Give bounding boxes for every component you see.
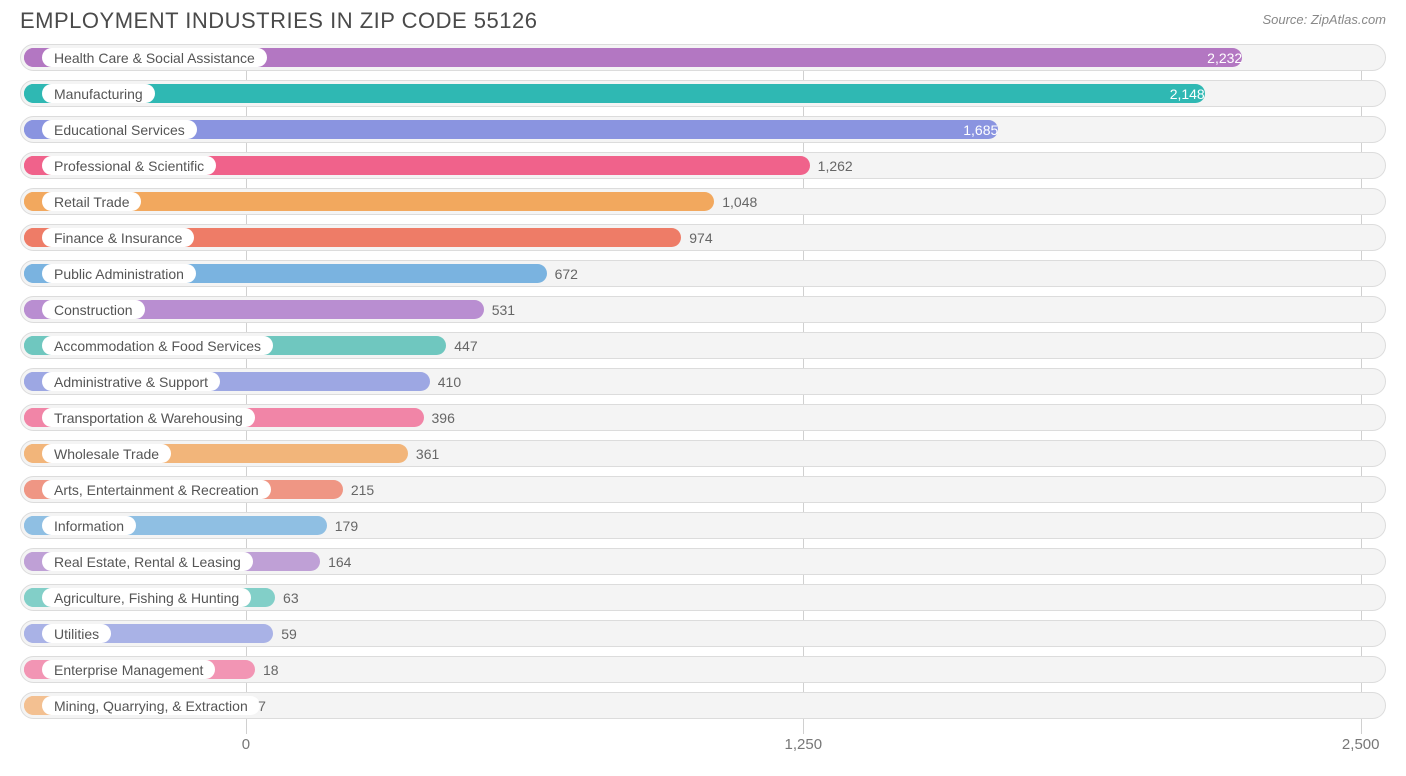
bar-cap xyxy=(24,624,38,643)
bar-category-label: Accommodation & Food Services xyxy=(42,336,273,355)
bar-row: Administrative & Support 410 xyxy=(20,368,1386,395)
bar-cap xyxy=(24,696,38,715)
bar-category-label: Utilities xyxy=(42,624,111,643)
bar-row: Mining, Quarrying, & Extraction7 xyxy=(20,692,1386,719)
bar-cap xyxy=(24,192,38,211)
bar-row: Finance & Insurance 974 xyxy=(20,224,1386,251)
chart-source: Source: ZipAtlas.com xyxy=(1262,8,1386,27)
bar-cap xyxy=(24,228,38,247)
bar-value-label: 164 xyxy=(328,549,351,574)
bar-value-label: 447 xyxy=(454,333,477,358)
bar-cap xyxy=(24,408,38,427)
bar-category-label: Retail Trade xyxy=(42,192,141,211)
x-axis-tick-label: 0 xyxy=(242,736,250,753)
bar-value-label: 1,685 xyxy=(24,117,998,142)
bar-value-label: 396 xyxy=(432,405,455,430)
bar-value-label: 361 xyxy=(416,441,439,466)
bar-category-label: Finance & Insurance xyxy=(42,228,194,247)
bar-cap xyxy=(24,300,38,319)
bar-row: Construction 531 xyxy=(20,296,1386,323)
bar-value-label: 18 xyxy=(263,657,279,682)
bar-category-label: Administrative & Support xyxy=(42,372,220,391)
bar-value-label: 2,232 xyxy=(24,45,1242,70)
bar-value-label: 215 xyxy=(351,477,374,502)
bar-cap xyxy=(24,444,38,463)
bar-row: Transportation & Warehousing 396 xyxy=(20,404,1386,431)
bar-category-label: Professional & Scientific xyxy=(42,156,216,175)
x-axis-tick-label: 2,500 xyxy=(1342,736,1380,753)
bar-cap xyxy=(24,264,38,283)
bar-cap xyxy=(24,480,38,499)
bar-cap xyxy=(24,336,38,355)
bar-value-label: 672 xyxy=(555,261,578,286)
bar-category-label: Mining, Quarrying, & Extraction xyxy=(42,696,260,715)
bar-cap xyxy=(24,588,38,607)
bar-category-label: Arts, Entertainment & Recreation xyxy=(42,480,271,499)
bar-category-label: Wholesale Trade xyxy=(42,444,171,463)
bar-value-label: 59 xyxy=(281,621,297,646)
bar-cap xyxy=(24,516,38,535)
bar-row: Enterprise Management 18 xyxy=(20,656,1386,683)
bar-cap xyxy=(24,660,38,679)
chart-title: EMPLOYMENT INDUSTRIES IN ZIP CODE 55126 xyxy=(20,8,538,34)
bar-value-label: 410 xyxy=(438,369,461,394)
bar-category-label: Construction xyxy=(42,300,145,319)
bar-value-label: 531 xyxy=(492,297,515,322)
bar-cap xyxy=(24,156,38,175)
bar-category-label: Real Estate, Rental & Leasing xyxy=(42,552,253,571)
bar-category-label: Public Administration xyxy=(42,264,196,283)
bar-row: Information 179 xyxy=(20,512,1386,539)
bar-category-label: Enterprise Management xyxy=(42,660,215,679)
bar-row: Public Administration 672 xyxy=(20,260,1386,287)
bar-row: Health Care & Social Assistance2,232 xyxy=(20,44,1386,71)
bar-value-label: 1,048 xyxy=(722,189,757,214)
bar-row: Arts, Entertainment & Recreation 215 xyxy=(20,476,1386,503)
chart-header: EMPLOYMENT INDUSTRIES IN ZIP CODE 55126 … xyxy=(0,0,1406,34)
bar-value-label: 1,262 xyxy=(818,153,853,178)
bar-value-label: 179 xyxy=(335,513,358,538)
bar-value-label: 63 xyxy=(283,585,299,610)
bar-row: Wholesale Trade 361 xyxy=(20,440,1386,467)
bar-value-label: 974 xyxy=(689,225,712,250)
x-axis: 0 1,250 2,500 xyxy=(20,734,1386,758)
bar-row: Retail Trade 1,048 xyxy=(20,188,1386,215)
chart-plot-area: Health Care & Social Assistance2,232 Manu… xyxy=(20,44,1386,734)
bar-category-label: Transportation & Warehousing xyxy=(42,408,255,427)
bar-row: Educational Services1,685 xyxy=(20,116,1386,143)
x-axis-tick-label: 1,250 xyxy=(785,736,823,753)
bar-cap xyxy=(24,552,38,571)
bar-row: Real Estate, Rental & Leasing 164 xyxy=(20,548,1386,575)
bar-row: Manufacturing2,148 xyxy=(20,80,1386,107)
bar-row: Professional & Scientific 1,262 xyxy=(20,152,1386,179)
bar-row: Utilities 59 xyxy=(20,620,1386,647)
bar-cap xyxy=(24,372,38,391)
bar-category-label: Information xyxy=(42,516,136,535)
bar-value-label: 7 xyxy=(258,693,266,718)
bar-category-label: Agriculture, Fishing & Hunting xyxy=(42,588,251,607)
bar-row: Accommodation & Food Services 447 xyxy=(20,332,1386,359)
bar-value-label: 2,148 xyxy=(24,81,1205,106)
bar-row: Agriculture, Fishing & Hunting 63 xyxy=(20,584,1386,611)
